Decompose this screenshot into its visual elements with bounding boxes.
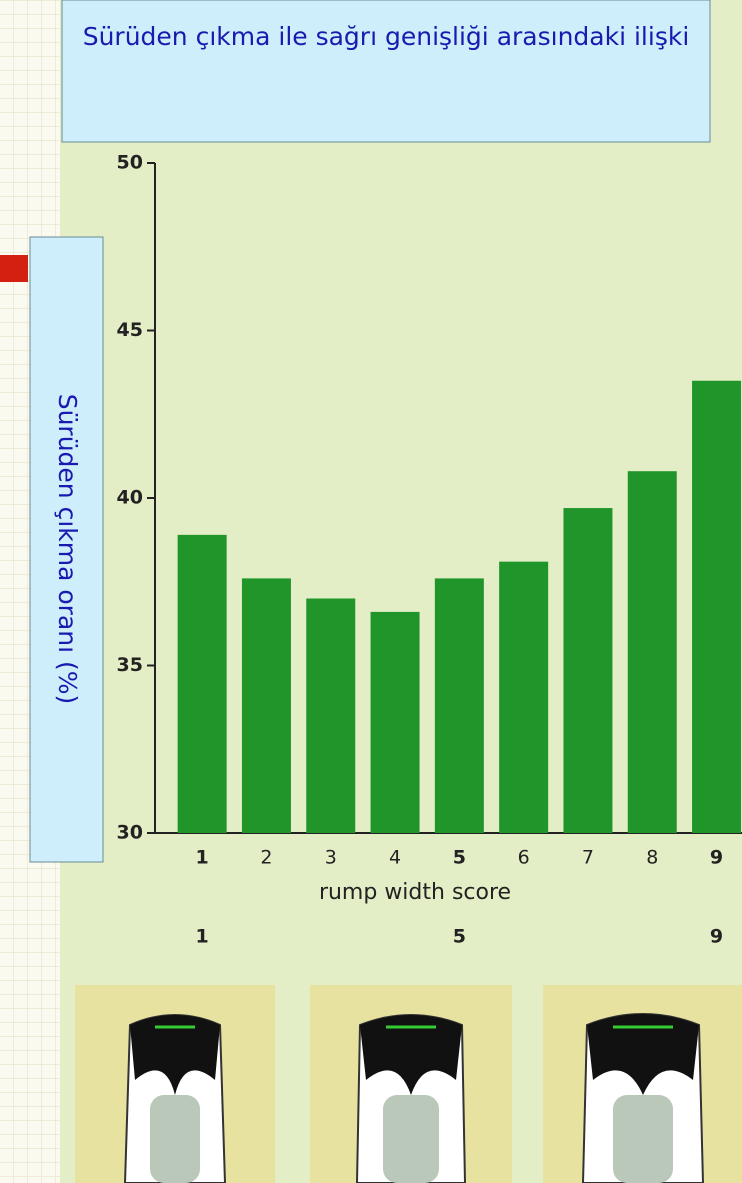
title-box <box>61 0 711 143</box>
y-tick-label: 50 <box>117 152 143 174</box>
bullet <box>0 255 28 282</box>
title-holder: Sürüden çıkma ile sağrı genişliği arasın… <box>82 22 690 51</box>
bar <box>563 508 613 833</box>
score-label: 9 <box>710 926 723 948</box>
bar <box>499 561 549 833</box>
y-axis-label: Sürüden çıkma oranı (%) <box>53 394 82 705</box>
x-tick-label: 8 <box>646 847 658 869</box>
y-tick-label: 45 <box>117 319 143 341</box>
cow-panels <box>75 985 742 1183</box>
score-label: 5 <box>453 926 466 948</box>
bar <box>692 380 742 833</box>
bar <box>306 598 356 833</box>
ylabel-box <box>29 236 104 863</box>
chart-title: Sürüden çıkma ile sağrı genişliği arasın… <box>82 22 690 51</box>
x-tick-label: 2 <box>260 847 272 869</box>
cow-panel <box>543 985 742 1183</box>
bar <box>177 534 227 833</box>
y-tick-label: 30 <box>117 822 143 844</box>
x-tick-label: 3 <box>325 847 337 869</box>
bar <box>627 471 677 833</box>
x-tick-label: 7 <box>582 847 594 869</box>
x-tick-label: 6 <box>518 847 530 869</box>
y-tick-label: 35 <box>117 654 143 676</box>
score-label: 1 <box>196 926 209 948</box>
bar <box>370 611 420 833</box>
x-tick-label: 4 <box>389 847 401 869</box>
x-tick-label: 5 <box>453 847 466 869</box>
x-axis-label: rump width score <box>319 880 511 905</box>
cow-panel <box>75 985 275 1183</box>
x-tick-label: 9 <box>710 847 723 869</box>
y-tick-label: 40 <box>117 487 143 509</box>
x-tick-label: 1 <box>196 847 209 869</box>
cow-panel <box>310 985 512 1183</box>
bar <box>434 578 484 833</box>
bar <box>241 578 291 833</box>
